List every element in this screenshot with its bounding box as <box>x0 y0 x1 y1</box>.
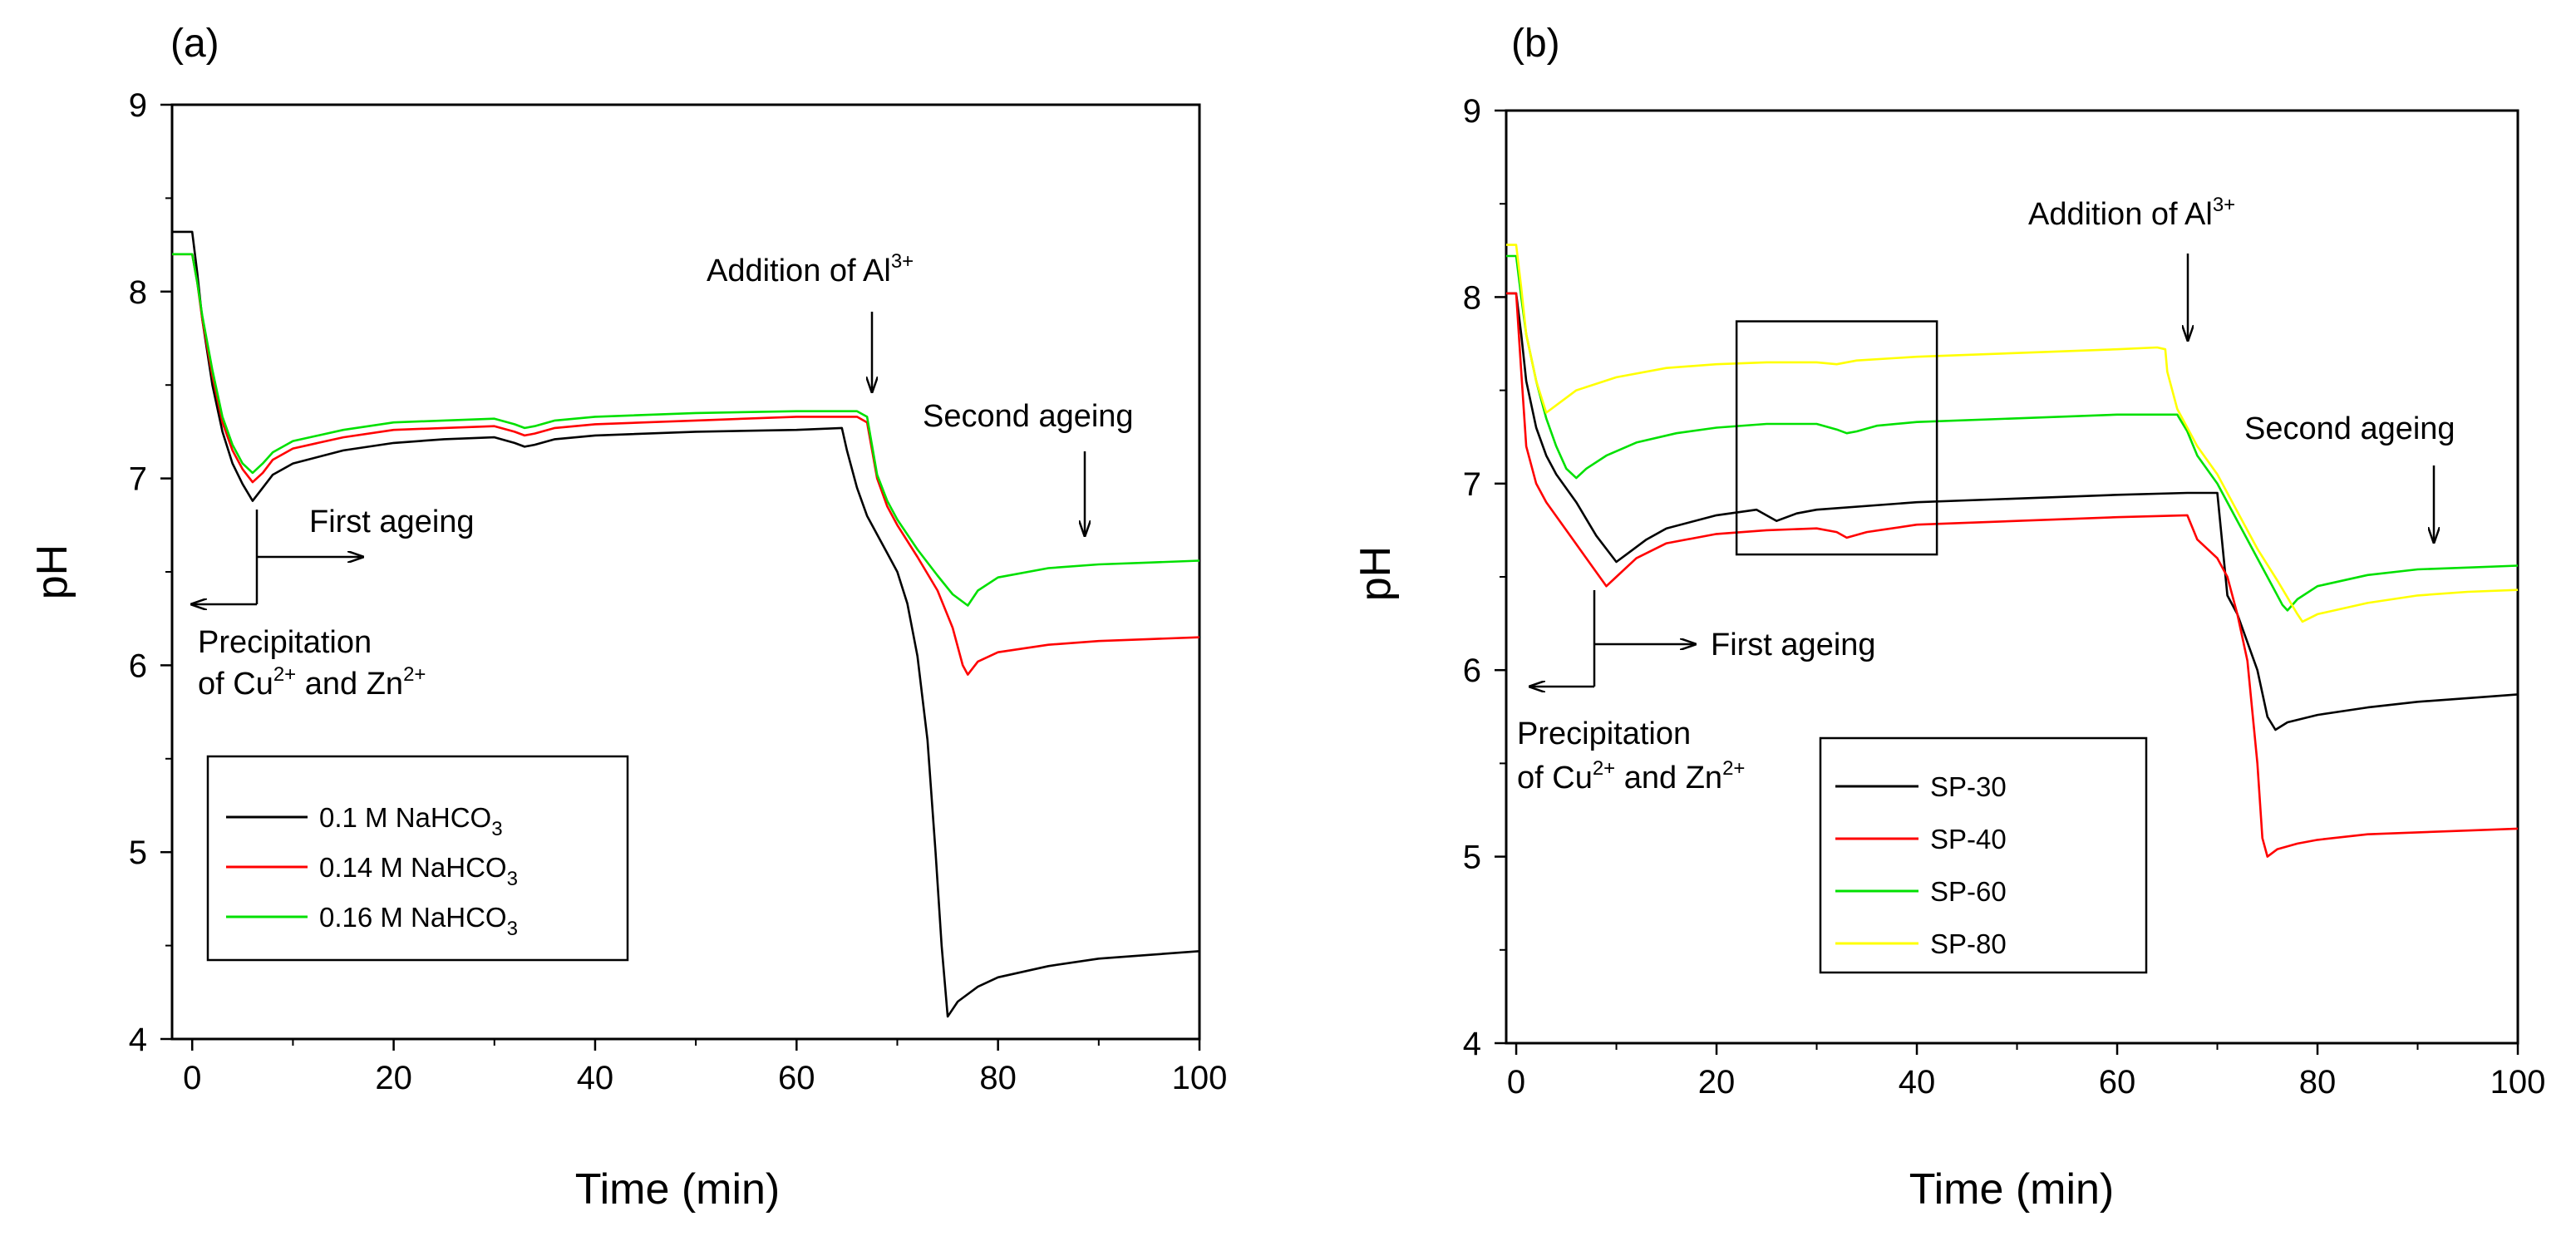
panel-a-xtick-label: 80 <box>979 1060 1017 1096</box>
panel-b-ytick-label: 7 <box>1463 466 1481 503</box>
panel-b-legend-label: SP-30 <box>1930 771 2007 802</box>
panel-b-series-sp-30 <box>1506 292 2519 731</box>
panel-a-xtick-label: 60 <box>778 1060 815 1096</box>
panel-a-second-ageing-text: Second ageing <box>923 399 1134 434</box>
panel-b-legend: SP-30 SP-40 SP-60 SP-80 <box>1819 736 2148 974</box>
panel-a-annotation-addition: Addition of Al3+ <box>707 250 914 392</box>
panel-b-annotation-second-ageing: Second ageing <box>2244 411 2455 543</box>
panel-b-annotation-first-ageing: First ageing <box>1529 590 1876 687</box>
panel-b-xtick-label: 20 <box>1698 1064 1736 1101</box>
panel-b-legend-label: SP-60 <box>1930 876 2007 907</box>
panel-b-precip-line2: of Cu2+ and Zn2+ <box>1517 757 1745 795</box>
panel-a-ylabel: pH <box>28 544 76 599</box>
panel-b-legend-label: SP-80 <box>1930 928 2007 959</box>
panel-a-legend-items: 0.1 M NaHCO3 0.14 M NaHCO3 0.16 M NaHCO3 <box>226 802 518 940</box>
panel-a-ytick-label: 5 <box>129 835 147 871</box>
panel-a-series-0-1-m-nahco3 <box>172 230 1200 1018</box>
panel-b-legend-label: SP-40 <box>1930 824 2007 854</box>
panel-a-addition-text: Addition of Al3+ <box>707 250 914 288</box>
panel-b-precip-line1: Precipitation <box>1517 716 1691 751</box>
panel-b-xtick-label: 80 <box>2299 1064 2337 1101</box>
panel-a-xtick-label: 0 <box>183 1060 201 1096</box>
panel-b-xlabel: Time (min) <box>1909 1165 2115 1214</box>
panel-b-axes: 0 20 40 60 80 100 4 5 6 7 8 9 <box>1463 93 2546 1101</box>
panel-a-legend-label: 0.1 M NaHCO3 <box>319 802 503 840</box>
panel-b-second-ageing-text: Second ageing <box>2244 411 2455 446</box>
panel-a-ytick-label: 7 <box>129 461 147 498</box>
panel-a-legend-label: 0.14 M NaHCO3 <box>319 852 518 890</box>
panel-b-highlight-box <box>1735 320 1938 556</box>
panel-a-ytick-label: 4 <box>129 1022 147 1058</box>
panel-b-label: (b) <box>1511 22 1560 66</box>
panel-b-addition-text: Addition of Al3+ <box>2028 194 2235 232</box>
panel-b-ytick-label: 6 <box>1463 652 1481 689</box>
panel-a-label: (a) <box>170 22 219 66</box>
panel-b-ylabel: pH <box>1352 546 1400 601</box>
panel-b-annotation-precipitation: Precipitation of Cu2+ and Zn2+ <box>1517 716 1745 795</box>
panel-a-precip-line2: of Cu2+ and Zn2+ <box>198 663 426 702</box>
panel-b-series-sp-60 <box>1506 254 2519 612</box>
panel-a-axes: 0 20 40 60 80 100 4 5 6 7 8 9 <box>129 87 1228 1096</box>
panel-b-xtick-label: 0 <box>1507 1064 1525 1101</box>
panel-b-ytick-label: 9 <box>1463 93 1481 130</box>
panel-a-xtick-label: 20 <box>375 1060 412 1096</box>
panel-a-ytick-label: 9 <box>129 87 147 124</box>
panel-b-series <box>1506 244 2519 858</box>
panel-b-ytick-label: 8 <box>1463 279 1481 316</box>
panel-a-first-ageing-text: First ageing <box>309 505 475 539</box>
panel-b-xtick-label: 100 <box>2490 1064 2546 1101</box>
panel-a-series-0-16-m-nahco3 <box>172 253 1200 607</box>
panel-a-annotation-precipitation: Precipitation of Cu2+ and Zn2+ <box>198 625 426 702</box>
panel-a-precip-line1: Precipitation <box>198 625 372 660</box>
panel-a-legend-box <box>206 755 629 962</box>
panel-b-first-ageing-text: First ageing <box>1711 628 1876 662</box>
panel-b-series-sp-80 <box>1506 244 2519 623</box>
panel-a-legend-label: 0.16 M NaHCO3 <box>319 902 518 940</box>
panel-b-ytick-label: 5 <box>1463 840 1481 876</box>
panel-a: (a) 0 20 40 60 80 100 4 5 6 7 8 9 Time (min) pH Add… <box>28 22 1227 1214</box>
panel-a-series <box>172 230 1200 1018</box>
panel-a-xlabel: Time (min) <box>575 1165 781 1214</box>
panel-a-xtick-label: 100 <box>1172 1060 1228 1096</box>
panel-b-legend-items: SP-30 SP-40 SP-60 SP-80 <box>1835 771 2007 959</box>
panel-b-xtick-label: 40 <box>1899 1064 1936 1101</box>
panel-b-ytick-label: 4 <box>1463 1026 1481 1062</box>
panel-a-ytick-label: 8 <box>129 274 147 311</box>
panel-a-series-0-14-m-nahco3 <box>172 253 1200 676</box>
panel-b-annotation-addition: Addition of Al3+ <box>2028 194 2235 341</box>
panel-b-series-sp-40 <box>1506 292 2519 858</box>
panel-a-annotation-second-ageing: Second ageing <box>923 399 1134 536</box>
panel-a-legend: 0.1 M NaHCO3 0.14 M NaHCO3 0.16 M NaHCO3 <box>206 755 629 962</box>
panel-b-legend-box <box>1819 736 2148 974</box>
panel-a-annotation-first-ageing: First ageing <box>191 505 475 604</box>
panel-a-ytick-label: 6 <box>129 648 147 684</box>
panel-a-xtick-label: 40 <box>577 1060 614 1096</box>
panel-b: (b) 0 20 40 60 80 100 4 5 6 7 8 9 Time (min) pH Add… <box>1352 22 2545 1214</box>
panel-b-xtick-label: 60 <box>2099 1064 2136 1101</box>
